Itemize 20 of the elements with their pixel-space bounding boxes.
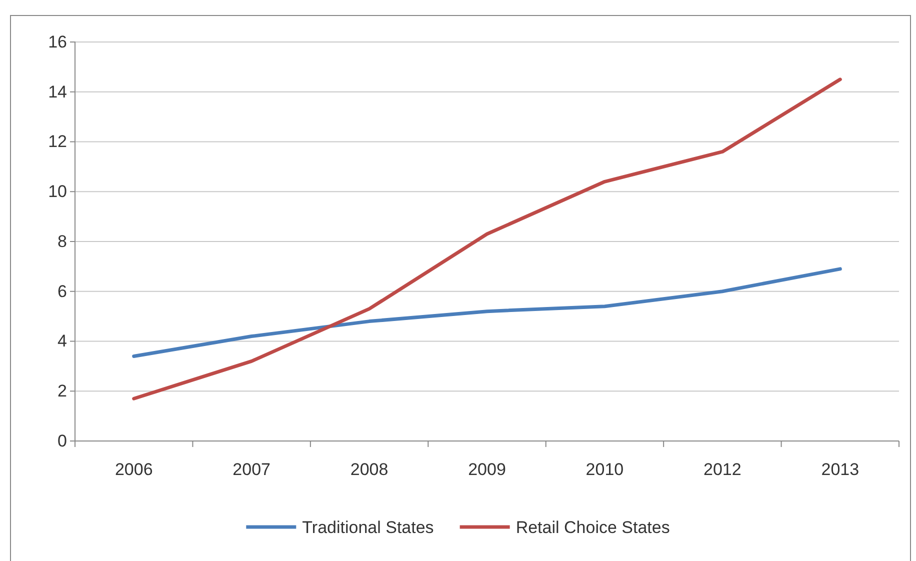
x-tick-label: 2006 xyxy=(114,460,153,480)
y-tick-label: 0 xyxy=(58,431,67,450)
x-tick-label: 2012 xyxy=(704,460,742,480)
y-tick-label: 16 xyxy=(48,32,67,52)
y-tick-label: 14 xyxy=(48,82,67,102)
y-tick-label: 8 xyxy=(58,232,67,251)
x-tick-label: 2008 xyxy=(350,460,388,480)
y-tick-label: 4 xyxy=(58,332,67,351)
x-tick-label: 2007 xyxy=(232,460,270,480)
y-tick-label: 2 xyxy=(58,382,67,401)
x-tick-label: 2013 xyxy=(821,460,860,480)
line-series xyxy=(132,267,842,358)
legend-label: Traditional States xyxy=(302,518,434,537)
x-tick-label: 2009 xyxy=(468,460,506,480)
line-series xyxy=(132,78,842,400)
y-tick-label: 10 xyxy=(48,182,67,202)
legend-label: Retail Choice States xyxy=(516,518,670,537)
x-tick-label: 2010 xyxy=(586,460,624,480)
y-tick-label: 6 xyxy=(58,282,67,301)
y-tick-label: 12 xyxy=(48,132,67,152)
